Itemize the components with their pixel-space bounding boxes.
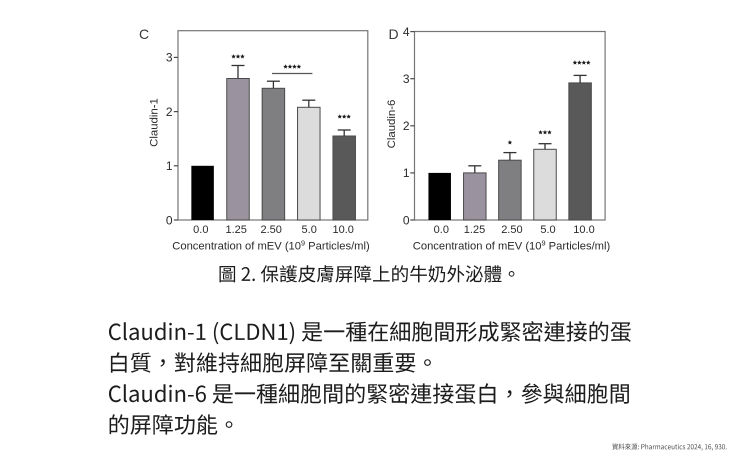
svg-text:0.0: 0.0: [193, 224, 208, 236]
svg-text:4: 4: [403, 25, 410, 39]
svg-text:0: 0: [403, 213, 410, 227]
svg-text:2: 2: [403, 119, 410, 133]
svg-text:2: 2: [166, 105, 173, 119]
svg-text:Claudin-6: Claudin-6: [386, 100, 398, 149]
svg-text:D: D: [389, 26, 399, 42]
svg-text:5.0: 5.0: [302, 224, 317, 236]
svg-text:0: 0: [166, 213, 173, 227]
svg-text:0.0: 0.0: [434, 224, 449, 236]
svg-text:1.25: 1.25: [464, 224, 485, 236]
svg-text:10.0: 10.0: [573, 224, 594, 236]
svg-text:1: 1: [166, 159, 173, 173]
svg-text:Concentration of mEV (109 Part: Concentration of mEV (109 Particles/ml): [172, 239, 370, 253]
svg-text:1: 1: [403, 166, 410, 180]
svg-text:1.25: 1.25: [225, 224, 246, 236]
svg-text:C: C: [139, 26, 149, 42]
svg-text:Claudin-1: Claudin-1: [149, 98, 161, 147]
svg-text:Concentration of mEV (109 Part: Concentration of mEV (109 Particles/ml): [413, 239, 611, 253]
svg-text:3: 3: [403, 72, 410, 86]
svg-text:3: 3: [166, 51, 173, 65]
svg-text:2.50: 2.50: [260, 224, 281, 236]
svg-text:2.50: 2.50: [501, 224, 522, 236]
svg-text:5.0: 5.0: [540, 224, 555, 236]
svg-text:10.0: 10.0: [332, 224, 353, 236]
